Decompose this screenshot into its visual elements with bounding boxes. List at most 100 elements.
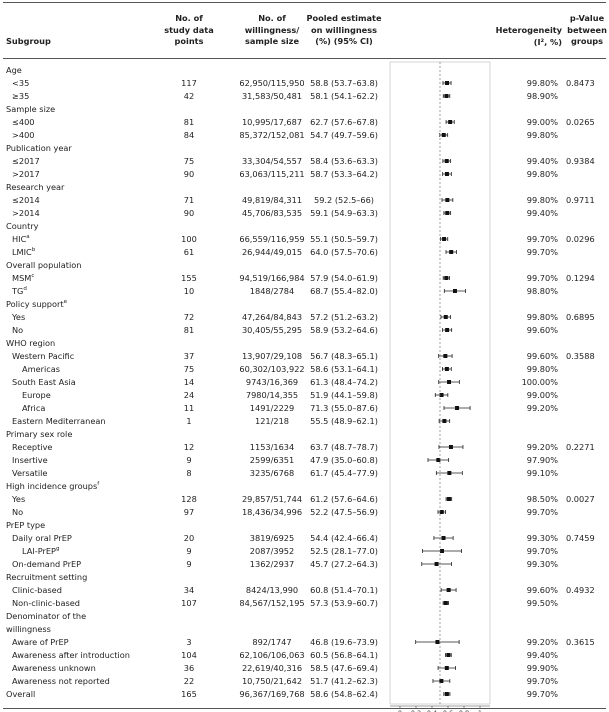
heterogeneity-value: 98.50% bbox=[526, 494, 558, 504]
n-data-points: 61 bbox=[183, 247, 195, 257]
n-data-points: 155 bbox=[181, 273, 197, 283]
table-row: Awareness after introduction 104 62,106/10… bbox=[0, 648, 609, 662]
willingness-sample-size: 18,436/34,996 bbox=[241, 507, 303, 517]
willingness-sample-size: 3819/6925 bbox=[249, 533, 295, 543]
heterogeneity-value: 98.90% bbox=[526, 91, 558, 101]
table-row: <35 117 62,950/115,950 58.8 (53.7–63.8) 99.8… bbox=[0, 76, 609, 90]
subgroup-heading-row: High incidence groupsf bbox=[0, 479, 609, 493]
heterogeneity-value: 99.70% bbox=[526, 247, 558, 257]
footnote-marker: e bbox=[63, 299, 67, 305]
row-label: Primary sex role bbox=[6, 427, 72, 441]
row-label: On-demand PrEP bbox=[12, 557, 81, 571]
subgroup-heading-row: Policy supporte bbox=[0, 297, 609, 311]
heterogeneity-value: 99.70% bbox=[526, 273, 558, 283]
row-label-text: Africa bbox=[22, 403, 46, 413]
heterogeneity-value: 99.70% bbox=[526, 689, 558, 699]
pooled-estimate: 63.7 (48.7–78.7) bbox=[310, 442, 378, 452]
row-label-text: Age bbox=[6, 65, 22, 75]
row-label: ≤400 bbox=[12, 115, 35, 129]
n-data-points: 3 bbox=[186, 637, 192, 647]
heterogeneity-value: 99.80% bbox=[526, 312, 558, 322]
row-label-text: >2017 bbox=[12, 169, 40, 179]
table-row: South East Asia 14 9743/16,369 61.3 (48.4–7… bbox=[0, 375, 609, 389]
footnote-marker: d bbox=[23, 286, 27, 292]
willingness-sample-size: 33,304/54,557 bbox=[241, 156, 303, 166]
row-label-text: Research year bbox=[6, 182, 65, 192]
row-label: LMICb bbox=[12, 245, 35, 259]
header-n-points: No. of study data points bbox=[164, 13, 214, 46]
row-label: No bbox=[12, 323, 23, 337]
n-data-points: 84 bbox=[183, 130, 195, 140]
bottom-rule bbox=[3, 708, 606, 709]
willingness-sample-size: 47,264/84,843 bbox=[241, 312, 303, 322]
row-label-text: Insertive bbox=[12, 455, 48, 465]
row-label: Africa bbox=[22, 401, 45, 415]
row-label: Policy supporte bbox=[6, 297, 67, 311]
willingness-sample-size: 62,106/106,063 bbox=[239, 650, 305, 660]
subgroup-heading-row: PrEP type bbox=[0, 518, 609, 532]
table-row: >2014 90 45,706/83,535 59.1 (54.9–63.3) 99.4… bbox=[0, 206, 609, 220]
p-value: 0.4932 bbox=[566, 585, 595, 595]
heterogeneity-value: 99.20% bbox=[526, 403, 558, 413]
p-value: 0.1294 bbox=[566, 273, 595, 283]
table-row: Western Pacific 37 13,907/29,108 56.7 (48.3… bbox=[0, 349, 609, 363]
n-data-points: 36 bbox=[183, 663, 195, 673]
row-label-text: <35 bbox=[12, 78, 30, 88]
pooled-estimate: 59.2 (52.5–66) bbox=[314, 195, 374, 205]
n-data-points: 24 bbox=[183, 390, 195, 400]
n-data-points: 128 bbox=[181, 494, 197, 504]
n-data-points: 90 bbox=[183, 169, 195, 179]
willingness-sample-size: 63,063/115,211 bbox=[239, 169, 305, 179]
table-row: Daily oral PrEP 20 3819/6925 54.4 (42.4–66.… bbox=[0, 531, 609, 545]
heterogeneity-value: 99.20% bbox=[526, 442, 558, 452]
row-label-text: Denominator of the bbox=[6, 611, 87, 621]
row-label-text: Overall population bbox=[6, 260, 82, 270]
row-label: MSMc bbox=[12, 271, 34, 285]
row-label: Eastern Mediterranean bbox=[12, 414, 106, 428]
table-row: Non-clinic-based 107 84,567/152,195 57.3 (5… bbox=[0, 596, 609, 610]
heterogeneity-value: 99.90% bbox=[526, 663, 558, 673]
row-label-text: ≥35 bbox=[12, 91, 30, 101]
row-label: Awareness after introduction bbox=[12, 648, 130, 662]
n-data-points: 165 bbox=[181, 689, 197, 699]
n-data-points: 90 bbox=[183, 208, 195, 218]
footnote-marker: g bbox=[56, 546, 60, 552]
subgroup-heading-row: willingness bbox=[0, 622, 609, 636]
pooled-estimate: 58.1 (54.1–62.2) bbox=[310, 91, 378, 101]
n-data-points: 10 bbox=[183, 286, 195, 296]
n-data-points: 42 bbox=[183, 91, 195, 101]
heterogeneity-value: 99.70% bbox=[526, 676, 558, 686]
table-row: >400 84 85,372/152,081 54.7 (49.7–59.6) 99.8… bbox=[0, 128, 609, 142]
row-label-text: Recruitment setting bbox=[6, 572, 88, 582]
heterogeneity-value: 99.60% bbox=[526, 585, 558, 595]
row-label-text: Receptive bbox=[12, 442, 53, 452]
row-label-text: >400 bbox=[12, 130, 35, 140]
n-data-points: 97 bbox=[183, 507, 195, 517]
willingness-sample-size: 94,519/166,984 bbox=[239, 273, 305, 283]
p-value: 0.8473 bbox=[566, 78, 595, 88]
table-row: Eastern Mediterranean 1 121/218 55.5 (48.9–… bbox=[0, 414, 609, 428]
pooled-estimate: 58.6 (53.1–64.1) bbox=[310, 364, 378, 374]
row-label-text: Daily oral PrEP bbox=[12, 533, 72, 543]
row-label: Sample size bbox=[6, 102, 55, 116]
pooled-estimate: 60.5 (56.8–64.1) bbox=[310, 650, 378, 660]
pooled-estimate: 61.7 (45.4–77.9) bbox=[310, 468, 378, 478]
n-data-points: 117 bbox=[181, 78, 197, 88]
subgroup-heading-row: Overall population bbox=[0, 258, 609, 272]
table-row: TGd 10 1848/2784 68.7 (55.4–82.0) 98.80% bbox=[0, 284, 609, 298]
row-label-text: On-demand PrEP bbox=[12, 559, 82, 569]
row-label-text: No bbox=[12, 325, 24, 335]
row-label-text: ≤2017 bbox=[12, 156, 40, 166]
heterogeneity-value: 100.00% bbox=[521, 377, 558, 387]
row-label: Yes bbox=[12, 310, 25, 324]
row-label-text: Yes bbox=[12, 494, 26, 504]
pooled-estimate: 55.5 (48.9–62.1) bbox=[310, 416, 378, 426]
row-label: Yes bbox=[12, 492, 25, 506]
subgroup-heading-row: Sample size bbox=[0, 102, 609, 116]
row-label: <35 bbox=[12, 76, 29, 90]
row-label: ≤2017 bbox=[12, 154, 40, 168]
subgroup-heading-row: Age bbox=[0, 63, 609, 77]
heterogeneity-value: 99.70% bbox=[526, 507, 558, 517]
row-label: Recruitment setting bbox=[6, 570, 87, 584]
